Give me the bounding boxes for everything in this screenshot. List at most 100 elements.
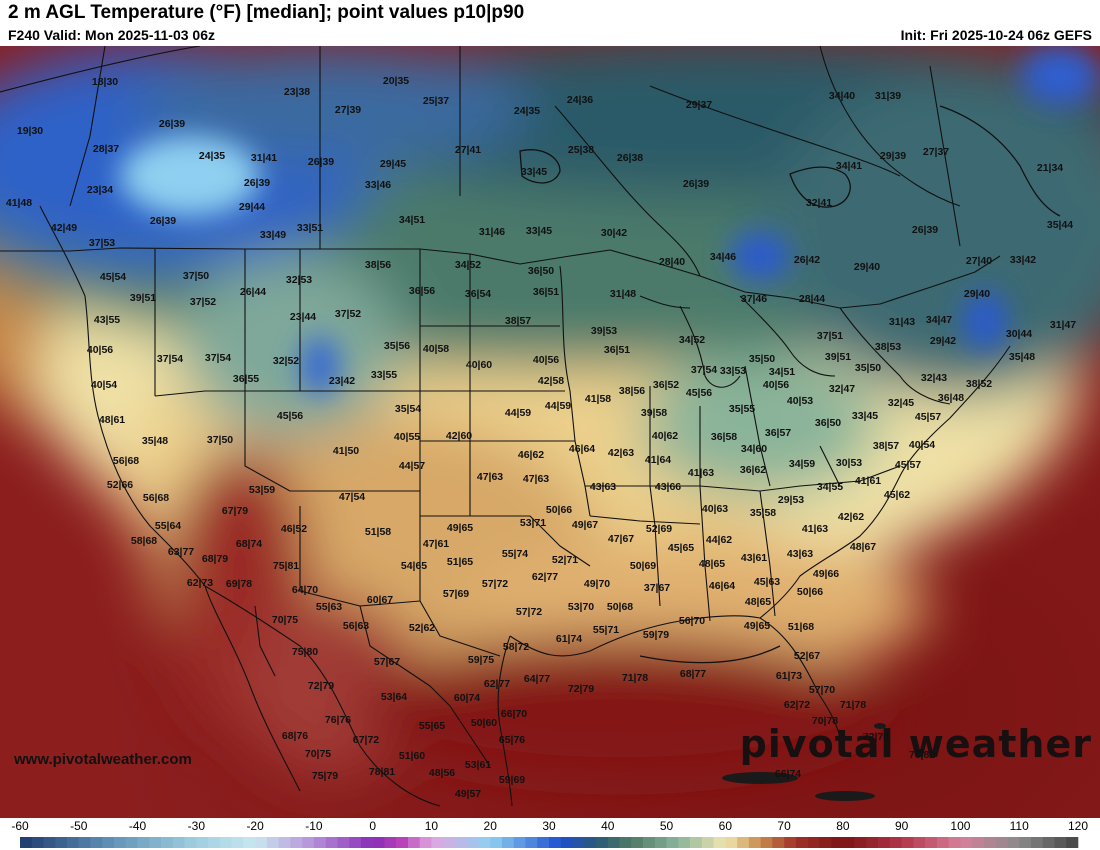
colorbar-segment: [701, 837, 714, 848]
colorbar-segment: [631, 837, 644, 848]
colorbar-segment: [690, 837, 703, 848]
colorbar-segment: [43, 837, 56, 848]
colorbar-tick-label: 120: [1067, 819, 1089, 833]
colorbar-segment: [878, 837, 891, 848]
colorbar-segment: [960, 837, 973, 848]
colorbar-tick-label: 100: [950, 819, 971, 833]
colorbar-tick-label: 30: [542, 819, 556, 833]
colorbar-segment: [266, 837, 279, 848]
colorbar-segment: [784, 837, 797, 848]
colorbar-segment: [760, 837, 773, 848]
colorbar-segment: [360, 837, 373, 848]
colorbar-strip: [20, 837, 1079, 848]
colorbar-tick-label: -50: [70, 819, 88, 833]
colorbar-segment: [255, 837, 268, 848]
colorbar-segment: [313, 837, 326, 848]
colorbar-segment: [184, 837, 197, 848]
colorbar-segment: [619, 837, 632, 848]
colorbar-segment: [1030, 837, 1044, 848]
colorbar-segment: [67, 837, 80, 848]
colorbar-segment: [466, 837, 479, 848]
colorbar-segment: [772, 837, 785, 848]
colorbar-tick-label: 40: [601, 819, 615, 833]
colorbar-segment: [208, 837, 221, 848]
colorbar-segment: [20, 837, 33, 848]
init-time-label: Init: Fri 2025-10-24 06z GEFS: [900, 27, 1092, 43]
colorbar-segment: [490, 837, 503, 848]
colorbar-segment: [713, 837, 726, 848]
colorbar-segment: [795, 837, 808, 848]
colorbar-segment: [560, 837, 573, 848]
colorbar-segment: [55, 837, 68, 848]
pivotal-weather-logo: pivotal weather: [739, 722, 1092, 766]
coastlines: [519, 105, 1061, 664]
colorbar-segment: [431, 837, 444, 848]
cold-anomalies: [120, 46, 1100, 396]
colorbar-segment: [831, 837, 844, 848]
colorbar-segment: [654, 837, 667, 848]
colorbar-segment: [302, 837, 315, 848]
colorbar-tick-label: -60: [11, 819, 29, 833]
colorbar-segment: [149, 837, 162, 848]
colorbar-tick-label: 20: [483, 819, 497, 833]
colorbar-tick-label: -20: [246, 819, 264, 833]
colorbar-segment: [231, 837, 244, 848]
colorbar-tick-label: 110: [1009, 819, 1029, 833]
colorbar-tick-label: 90: [894, 819, 909, 833]
colorbar-segment: [219, 837, 232, 848]
colorbar-segment: [1042, 837, 1055, 848]
colorbar-segment: [196, 837, 209, 848]
colorbar-segment: [854, 837, 867, 848]
colorbar-tick-label: -40: [128, 819, 147, 833]
colorbar-segment: [925, 837, 938, 848]
colorbar-tick-labels: -60 -50 -40 -30 -20 -10 0 10 20 30 40 50 60 70 80 90 100…: [0, 818, 1100, 834]
colorbar-tick-label: -30: [187, 819, 205, 833]
colorbar-segment: [161, 837, 174, 848]
colorbar-segment: [172, 837, 185, 848]
colorbar-segment: [983, 837, 997, 848]
header: 2 m AGL Temperature (°F) [median]; point…: [0, 0, 1100, 46]
colorbar-segment: [125, 837, 138, 848]
colorbar-tick-label: 0: [369, 819, 376, 833]
colorbar-segment: [525, 837, 538, 848]
valid-time-label: F240 Valid: Mon 2025-11-03 06z: [8, 27, 215, 43]
colorbar-tick-label: 60: [718, 819, 733, 833]
colorbar-segment: [478, 837, 491, 848]
colorbar-segment: [31, 837, 44, 848]
colorbar-segment: [1054, 837, 1067, 848]
colorbar-segment: [807, 837, 820, 848]
colorbar-segment: [737, 837, 750, 848]
colorbar-segment: [995, 837, 1008, 848]
colorbar-segment: [584, 837, 597, 848]
colorbar-segment: [936, 837, 949, 848]
colorbar-segment: [102, 837, 115, 848]
temperature-map: 18|30 23|38 20|35 25|37 27|39 24|35 24|36 29|37…: [0, 46, 1100, 818]
colorbar-segment: [596, 837, 609, 848]
map-boundaries: [0, 46, 1011, 807]
colorbar-segment: [90, 837, 103, 848]
islands: [722, 723, 924, 801]
colorbar-segment: [384, 837, 397, 848]
colorbar-segment: [972, 837, 985, 848]
colorbar-segment: [290, 837, 303, 848]
website-credit: www.pivotalweather.com: [14, 751, 192, 768]
colorbar-tick-label: -10: [305, 819, 323, 833]
colorbar-segment: [396, 837, 409, 848]
colorbar-segment: [678, 837, 691, 848]
colorbar-segment: [454, 837, 468, 848]
map-title: 2 m AGL Temperature (°F) [median]; point…: [8, 2, 525, 23]
colorbar-segment: [137, 837, 150, 848]
colorbar-segment: [1019, 837, 1032, 848]
colorbar-segment: [901, 837, 914, 848]
colorbar-tick-label: 70: [777, 819, 791, 833]
colorbar-segment: [407, 837, 420, 848]
colorbar-segment: [549, 837, 562, 848]
colorbar-segment: [349, 837, 362, 848]
colorbar-segment: [748, 837, 761, 848]
colorbar-segment: [725, 837, 738, 848]
colorbar-tick-label: 80: [836, 819, 850, 833]
colorbar-segment: [643, 837, 656, 848]
colorbar-segment: [913, 837, 926, 848]
colorbar: -60 -50 -40 -30 -20 -10 0 10 20 30 40 50 60 70 80 90 100…: [0, 818, 1100, 850]
colorbar-tick-label: 50: [659, 819, 674, 833]
